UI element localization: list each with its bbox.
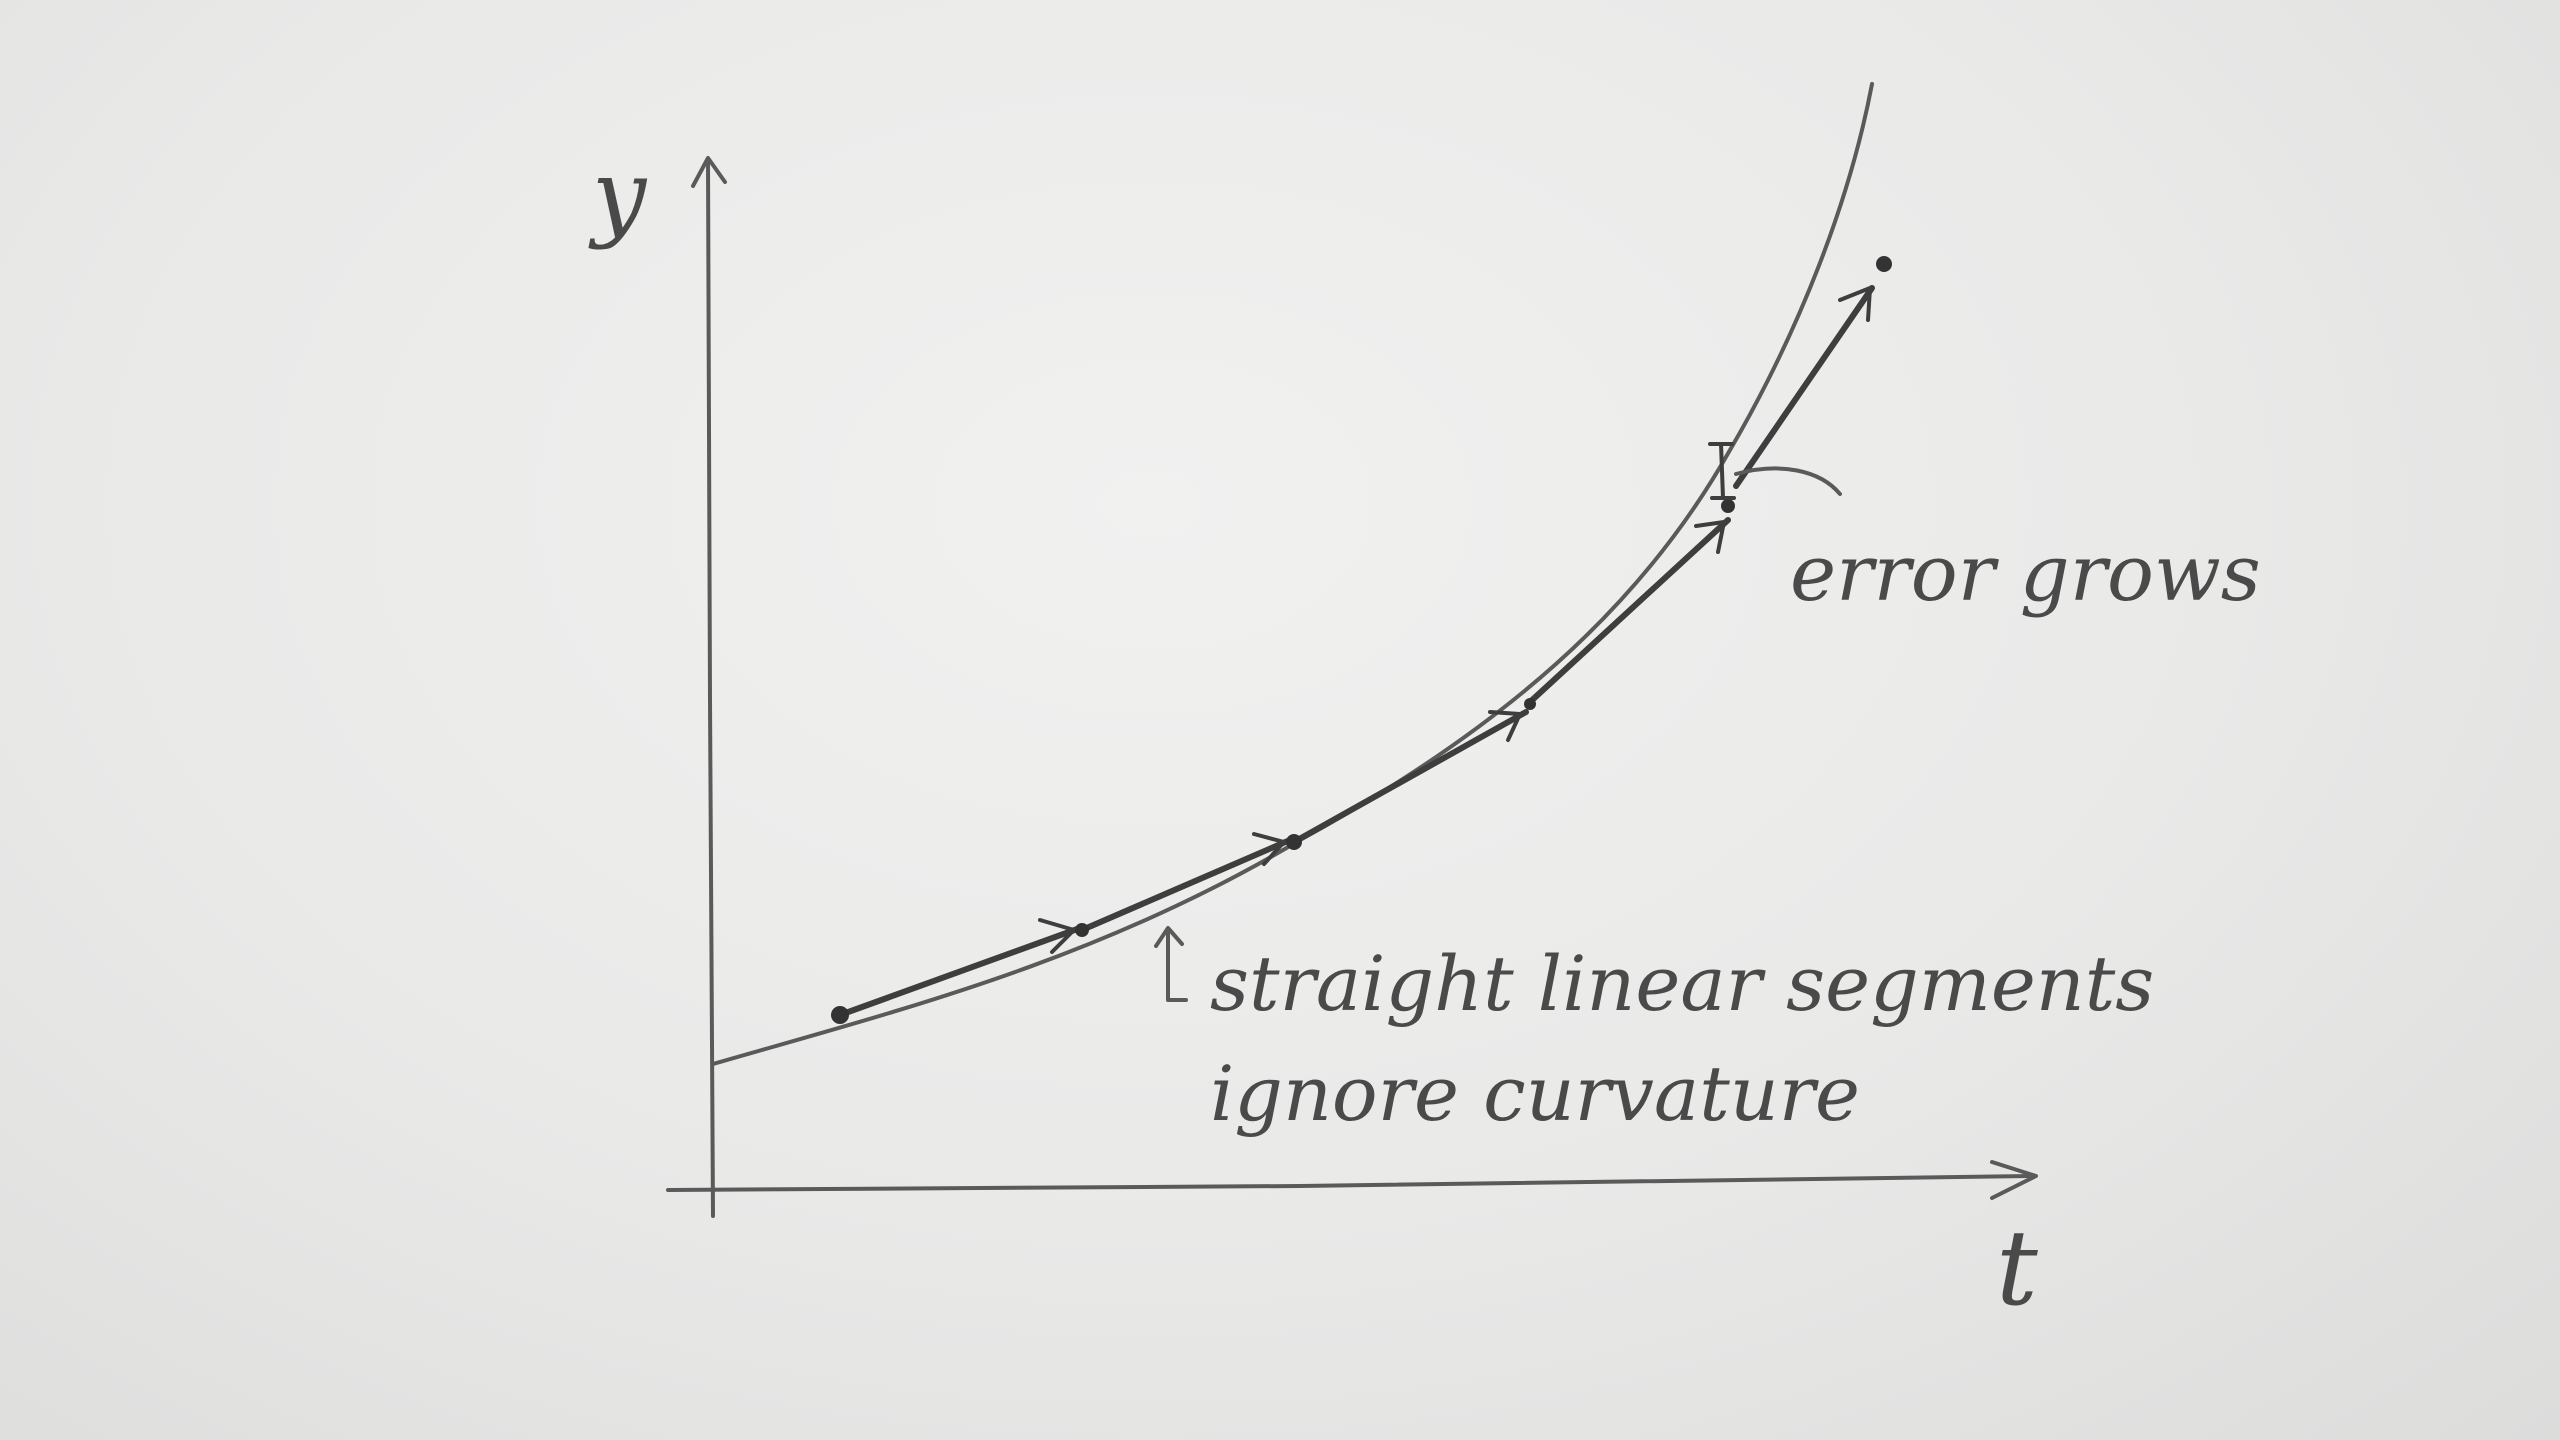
segments-pointer-arrow [1154,926,1188,1002]
euler-segment-5 [1733,285,1875,489]
euler-point-1 [1075,923,1089,937]
euler-segment-3-arrowhead [1488,710,1522,742]
true-solution-curve [711,82,1874,1066]
error-grows-label: error grows [1790,529,2261,619]
y-axis-arrowhead [691,156,727,188]
segments-label-line1: straight linear segments [1210,939,2154,1028]
x-axis [666,1174,2032,1192]
euler-segment-2-arrowhead [1252,832,1286,866]
error-bar [1708,442,1736,500]
euler-point-2 [1286,834,1302,850]
error-pointer [1734,466,1842,496]
euler-segment-2 [1079,837,1293,933]
euler-segment-4-arrowhead [1694,520,1726,554]
y-axis-label: y [588,139,648,251]
euler-point-3 [1524,698,1536,710]
euler-segment-5-arrowhead [1838,286,1872,322]
euler-point-0 [831,1006,849,1024]
euler-point-5 [1876,256,1892,272]
euler-segment-4 [1527,517,1731,705]
euler-segment-1 [837,925,1083,1018]
y-axis [706,158,715,1218]
segments-label-line2: ignore curvature [1210,1049,1860,1138]
euler-point-4 [1721,499,1735,513]
x-axis-label: t [1996,1207,2038,1329]
euler-segment-1-arrowhead [1038,918,1076,954]
x-axis-arrowhead [1990,1160,2038,1200]
euler-segment-3 [1291,709,1529,845]
